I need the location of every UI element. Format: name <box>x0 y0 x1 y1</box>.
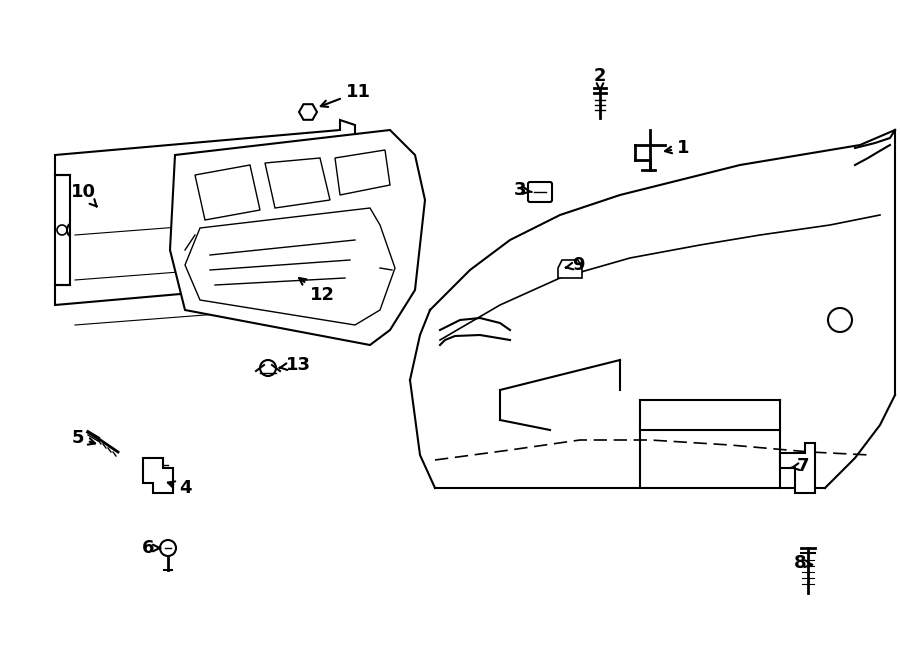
Text: 9: 9 <box>566 256 584 274</box>
Polygon shape <box>335 150 390 195</box>
Circle shape <box>160 540 176 556</box>
Text: 10: 10 <box>70 183 96 207</box>
Text: 7: 7 <box>791 457 809 475</box>
Polygon shape <box>780 443 815 493</box>
Polygon shape <box>170 130 425 345</box>
Text: 5: 5 <box>72 429 95 447</box>
Polygon shape <box>55 120 355 305</box>
Polygon shape <box>299 104 317 120</box>
Circle shape <box>67 222 83 238</box>
Text: 12: 12 <box>299 278 335 304</box>
Text: 13: 13 <box>280 356 310 374</box>
Polygon shape <box>195 165 260 220</box>
Text: 6: 6 <box>142 539 160 557</box>
Text: 8: 8 <box>794 554 813 572</box>
Polygon shape <box>558 260 582 278</box>
Polygon shape <box>185 208 395 325</box>
Text: 11: 11 <box>320 83 371 107</box>
Circle shape <box>260 360 276 376</box>
Text: 2: 2 <box>594 67 607 91</box>
Polygon shape <box>265 158 330 208</box>
Text: 4: 4 <box>168 479 192 497</box>
FancyBboxPatch shape <box>528 182 552 202</box>
Polygon shape <box>143 458 173 493</box>
Text: 1: 1 <box>665 139 689 157</box>
Text: 3: 3 <box>514 181 532 199</box>
